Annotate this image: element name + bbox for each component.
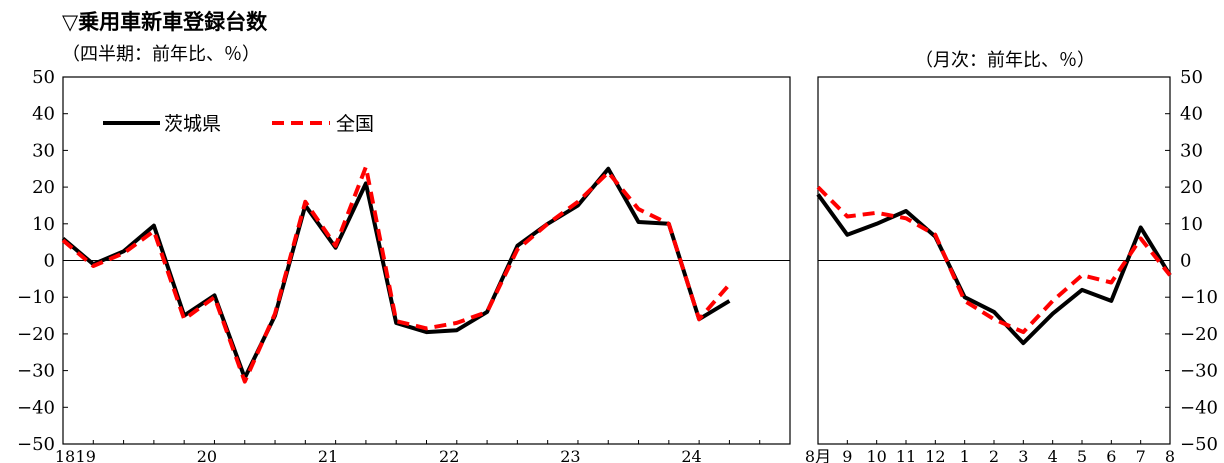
left-unit-label: （四半期：前年比、％） [62, 44, 260, 65]
x-year-label: 22 [439, 447, 459, 463]
y-tick-label: −20 [1180, 324, 1218, 345]
x-year-label: 20 [197, 447, 217, 463]
y-tick-label: −10 [17, 287, 55, 308]
series-line-national [61, 164, 731, 384]
x-month-label: 12 [925, 447, 945, 463]
x-month-label: 4 [1048, 447, 1058, 463]
y-tick-label: −20 [17, 324, 55, 345]
series-line-ibaraki [816, 193, 1172, 346]
y-tick-label: −10 [1180, 287, 1218, 308]
x-month-label: 11 [896, 447, 916, 463]
y-tick-label: −30 [17, 361, 55, 382]
x-month-label: 10 [866, 447, 886, 463]
x-month-label: 1 [960, 447, 970, 463]
x-month-label: 8 [1165, 447, 1175, 463]
y-tick-label: 30 [32, 140, 55, 161]
y-tick-label: 40 [32, 104, 55, 125]
y-tick-label: 20 [32, 177, 55, 198]
y-tick-label: −30 [1180, 361, 1218, 382]
series-line-national [816, 185, 1172, 335]
y-tick-label: 50 [32, 67, 55, 88]
x-month-label: 6 [1106, 447, 1116, 463]
y-tick-label: 10 [1180, 214, 1203, 235]
x-month-label: 5 [1077, 447, 1087, 463]
x-month-label: 7 [1136, 447, 1146, 463]
x-month-label: 3 [1018, 447, 1028, 463]
x-year-label: 19 [76, 447, 96, 463]
x-month-label: 9 [842, 447, 852, 463]
x-year-label: 21 [318, 447, 338, 463]
legend-label-ibaraki: 茨城県 [164, 113, 221, 135]
legend-label-national: 全国 [336, 113, 374, 135]
y-tick-label: −40 [1180, 397, 1218, 418]
y-tick-label: 0 [44, 251, 55, 272]
series-line-ibaraki [61, 166, 731, 380]
y-tick-label: 10 [32, 214, 55, 235]
x-year-label: 24 [681, 447, 701, 463]
x-month-label: 2 [989, 447, 999, 463]
y-tick-label: 20 [1180, 177, 1203, 198]
y-tick-label: −40 [17, 397, 55, 418]
right-unit-label: （月次：前年比、％） [915, 50, 1095, 71]
y-tick-label: 30 [1180, 140, 1203, 161]
x-year-label: 23 [560, 447, 580, 463]
x-year-label: 18 [55, 447, 75, 463]
chart-title: ▽乗用車新車登録台数 [62, 10, 268, 34]
y-tick-label: −50 [17, 434, 55, 455]
y-tick-label: 50 [1180, 67, 1203, 88]
y-tick-label: 0 [1180, 251, 1191, 272]
x-month-label: 8月 [805, 447, 831, 463]
y-tick-label: −50 [1180, 434, 1218, 455]
y-tick-label: 40 [1180, 104, 1203, 125]
